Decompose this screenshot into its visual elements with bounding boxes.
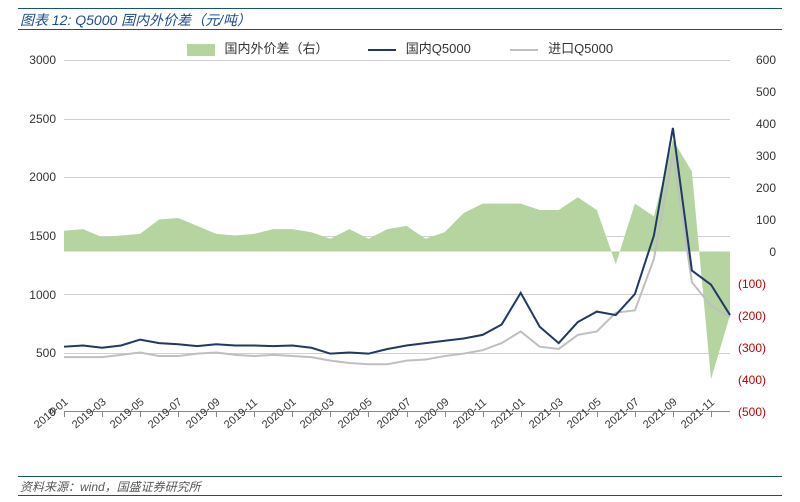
- chart-area: 050010001500200025003000 (500)(400)(300)…: [20, 60, 780, 472]
- x-tick: [178, 412, 179, 417]
- x-tick: [711, 412, 712, 417]
- y-right-tick: (200): [738, 309, 766, 323]
- y-right-tick: 600: [756, 53, 776, 67]
- y-right-tick: 500: [756, 85, 776, 99]
- legend-label-line1: 国内Q5000: [406, 41, 471, 56]
- y-axis-right: (500)(400)(300)(200)(100)010020030040050…: [734, 60, 780, 412]
- y-axis-left: 050010001500200025003000: [20, 60, 60, 412]
- x-tick: [102, 412, 103, 417]
- line-import: [64, 154, 730, 365]
- legend-item-line2: 进口Q5000: [510, 38, 613, 57]
- y-right-tick: 200: [756, 181, 776, 195]
- legend-label-line2: 进口Q5000: [548, 41, 613, 56]
- x-tick: [254, 412, 255, 417]
- legend-item-line1: 国内Q5000: [368, 38, 471, 57]
- chart-title: 图表 12: Q5000 国内外价差（元/吨）: [18, 9, 782, 31]
- legend-line-import: [510, 49, 538, 51]
- y-left-tick: 1000: [29, 288, 56, 302]
- x-tick: [216, 412, 217, 417]
- y-right-tick: 100: [756, 213, 776, 227]
- legend-swatch-area: [187, 44, 215, 56]
- chart-title-bar: 图表 12: Q5000 国内外价差（元/吨）: [18, 8, 782, 30]
- y-right-tick: 400: [756, 117, 776, 131]
- legend-item-area: 国内外价差（右）: [187, 38, 329, 57]
- chart-footer-bar: 资料来源：wind，国盛证券研究所: [18, 476, 782, 496]
- y-right-tick: (300): [738, 341, 766, 355]
- plot-area: [64, 60, 730, 412]
- x-tick: [445, 412, 446, 417]
- x-tick: [597, 412, 598, 417]
- legend: 国内外价差（右） 国内Q5000 进口Q5000: [0, 38, 800, 57]
- x-tick: [521, 412, 522, 417]
- x-tick: [559, 412, 560, 417]
- legend-line-domestic: [368, 49, 396, 51]
- y-left-tick: 500: [36, 346, 56, 360]
- y-left-tick: 2000: [29, 170, 56, 184]
- y-left-tick: 2500: [29, 112, 56, 126]
- x-tick: [635, 412, 636, 417]
- chart-footer: 资料来源：wind，国盛证券研究所: [18, 477, 782, 497]
- x-tick: [140, 412, 141, 417]
- y-right-tick: (400): [738, 373, 766, 387]
- x-tick: [483, 412, 484, 417]
- y-right-tick: 0: [769, 245, 776, 259]
- legend-label-area: 国内外价差（右）: [225, 41, 329, 56]
- y-right-tick: (100): [738, 277, 766, 291]
- x-tick: [330, 412, 331, 417]
- x-axis: 2019-012019-032019-052019-072019-092019-…: [64, 412, 730, 472]
- x-tick: [368, 412, 369, 417]
- x-tick: [673, 412, 674, 417]
- x-tick: [292, 412, 293, 417]
- y-right-tick: (500): [738, 405, 766, 419]
- y-left-tick: 3000: [29, 53, 56, 67]
- y-right-tick: 300: [756, 149, 776, 163]
- x-tick: [407, 412, 408, 417]
- chart-svg: [64, 60, 730, 411]
- y-left-tick: 1500: [29, 229, 56, 243]
- x-tick: [64, 412, 65, 417]
